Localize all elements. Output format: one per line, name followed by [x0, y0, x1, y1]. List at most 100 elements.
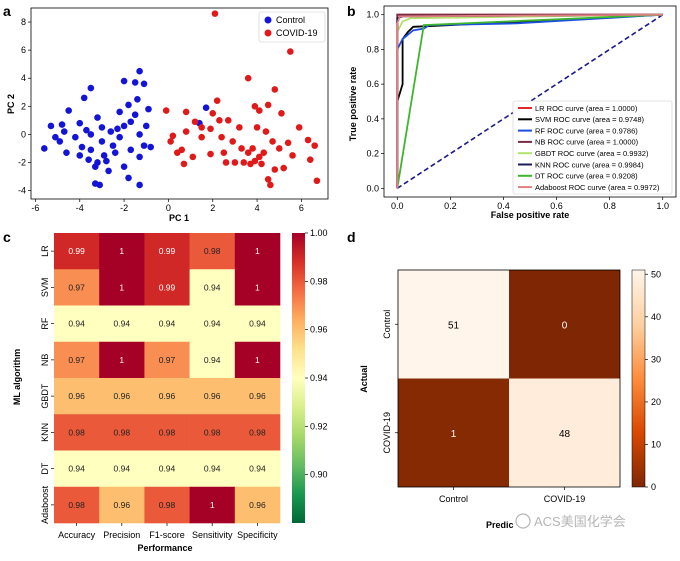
roc-legend-label: RF ROC curve (area = 0.9786): [535, 126, 638, 135]
control-point: [76, 119, 84, 127]
covid19-point: [264, 176, 272, 183]
covid19-point: [258, 160, 265, 168]
covid19-point: [198, 124, 205, 131]
control-point: [136, 131, 143, 138]
covid19-point: [306, 156, 314, 163]
confusion-cell: [509, 270, 620, 379]
heatmap-cell: [54, 269, 100, 306]
pca-y-axis-label: PC 2: [6, 94, 16, 114]
heatmap-row-label: GBDT: [40, 383, 50, 409]
covid19-point: [218, 133, 225, 141]
confusion-matrix: 51 0 1 48 Control COVID-19 Control COVID-19 Pr…: [359, 269, 661, 530]
covid19-point: [229, 138, 236, 145]
control-point: [120, 77, 128, 85]
heatmap-cell-value: 1: [255, 246, 260, 256]
covid19-point: [207, 150, 214, 158]
control-point: [125, 101, 132, 109]
heatmap-cell-value: 0.98: [68, 500, 85, 510]
control-point: [72, 133, 79, 141]
heatmap-cell-value: 0.96: [68, 391, 85, 401]
heatmap-cell: [144, 486, 190, 524]
covid19-point: [275, 145, 283, 152]
confusion-row-label: Control: [382, 310, 392, 339]
heatmap-row-label: Adaboost: [40, 485, 50, 524]
heatmap-cell-value: 0.94: [159, 319, 176, 329]
covid19-point: [251, 103, 259, 110]
heatmap-cell-value: 1: [255, 282, 260, 292]
colorbar-tick-label: 0.92: [310, 421, 328, 431]
pca-x-tick-label: -2: [120, 203, 128, 213]
colorbar-tick-label: 30: [651, 354, 661, 364]
heatmap-cell: [54, 414, 100, 451]
heatmap-cell-value: 0.96: [204, 391, 221, 401]
control-point: [87, 146, 95, 154]
heatmap-col-label: Precision: [103, 530, 140, 540]
heatmap-cell: [144, 305, 190, 343]
heatmap-cell: [99, 341, 145, 379]
heatmap-cell: [189, 341, 236, 379]
heatmap-cell-value: 0.94: [114, 464, 131, 474]
control-point: [94, 159, 101, 166]
control-point: [98, 124, 106, 131]
confusion-colorbar: [631, 269, 646, 488]
roc-curve-adaboost: [396, 13, 663, 189]
heatmap-cell-value: 0.94: [68, 464, 85, 474]
pca-x-tick-label: 4: [255, 203, 260, 213]
confusion-cell: [509, 378, 620, 487]
heatmap-cell: [99, 414, 145, 451]
legend-marker-control: [264, 16, 272, 24]
control-point: [80, 94, 88, 102]
control-point: [145, 105, 152, 113]
roc-curve-plot: 0.0 0.2 0.4 0.6 0.8 1.0 0.0 0.2 0.4 0.6 0.8 1.0 Fal…: [348, 5, 677, 220]
covid19-point: [240, 159, 248, 166]
heatmap-cell-value: 1: [210, 500, 215, 510]
heatmap-cell-value: 0.94: [68, 319, 85, 329]
heatmap-cell-value: 1: [119, 282, 124, 292]
pca-y-tick-label: 0: [21, 129, 26, 139]
covid19-point: [271, 86, 279, 93]
roc-x-tick-label: 0.0: [391, 201, 404, 211]
confusion-cell-value: 51: [448, 320, 460, 331]
covid19-point: [198, 133, 205, 141]
heatmap-cell: [189, 269, 236, 306]
control-point: [111, 149, 119, 156]
heatmap-cell: [189, 378, 236, 415]
roc-plot-frame: [383, 5, 677, 198]
roc-y-tick-label: 0.0: [366, 183, 379, 193]
heatmap-cell-value: 1: [119, 246, 124, 256]
heatmap-cell: [99, 450, 145, 488]
panel-label-d: d: [347, 229, 356, 245]
wechat-icon: [515, 513, 531, 529]
heatmap-cell-value: 0.94: [249, 319, 266, 329]
heatmap-cell-value: 0.94: [249, 464, 266, 474]
confusion-cell-value: 1: [451, 429, 457, 440]
covid19-point: [162, 107, 170, 114]
control-point: [136, 153, 143, 161]
heatmap-cell: [234, 341, 281, 379]
roc-y-tick-label: 0.6: [366, 79, 379, 89]
confusion-row-label: COVID-19: [382, 412, 392, 454]
heatmap-cell: [54, 341, 100, 379]
roc-x-tick-label: 1.0: [656, 201, 669, 211]
heatmap-cell-value: 0.99: [159, 246, 176, 256]
covid19-point: [244, 74, 252, 82]
covid19-point: [289, 152, 296, 159]
confusion-col-label: COVID-19: [544, 494, 586, 504]
covid19-point: [209, 110, 217, 117]
pca-x-tick-label: -4: [76, 203, 84, 213]
heatmap-cell-value: 0.97: [68, 355, 85, 365]
roc-legend: LR ROC curve (area = 1.0000) SVM ROC curv…: [512, 100, 673, 195]
control-point: [94, 114, 101, 121]
heatmap-cell: [144, 233, 190, 270]
colorbar-tick-label: 50: [651, 269, 661, 279]
covid19-point: [295, 124, 303, 131]
heatmap-cell: [144, 269, 190, 306]
control-point: [140, 142, 148, 149]
heatmap-row-label: RF: [40, 317, 50, 329]
control-point: [140, 80, 148, 88]
heatmap-cell-value: 0.96: [249, 500, 266, 510]
roc-legend-box: [512, 100, 673, 195]
colorbar-tick-label: 20: [651, 397, 661, 407]
heatmap-cell: [234, 269, 281, 306]
control-point: [134, 95, 141, 103]
